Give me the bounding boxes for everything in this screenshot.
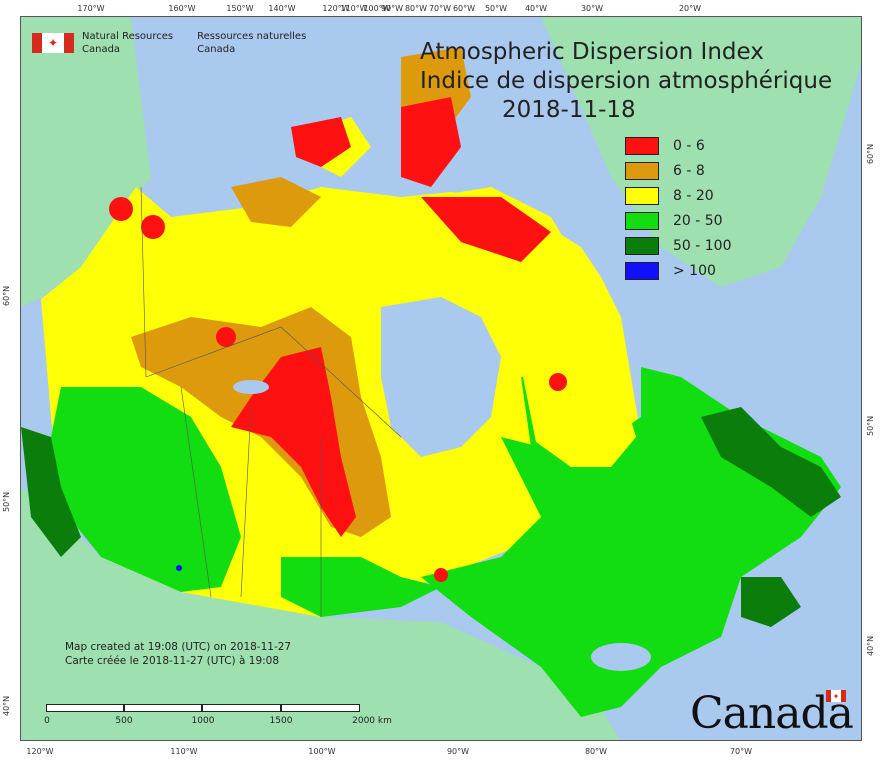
legend-swatch xyxy=(625,211,659,230)
tick-right: 40°N xyxy=(866,635,875,656)
map-title: Atmospheric Dispersion Index Indice de d… xyxy=(420,38,832,125)
legend: 0 - 6 6 - 8 8 - 20 20 - 50 50 - 100 > 10… xyxy=(625,135,732,285)
tick-top: 70°W xyxy=(428,4,452,13)
title-date: 2018-11-18 xyxy=(502,97,636,123)
tick-top: 110°W xyxy=(340,4,368,13)
title-fr: Indice de dispersion atmosphérique xyxy=(420,68,833,94)
org-en-line1: Natural Resources xyxy=(82,31,174,42)
scale-label: 1500 xyxy=(269,716,293,726)
tick-top: 30°W xyxy=(580,4,604,13)
legend-swatch xyxy=(625,136,659,155)
zone-50-100-maritimes xyxy=(741,577,801,627)
tick-bottom: 70°W xyxy=(729,747,753,756)
tick-top: 40°W xyxy=(524,4,548,13)
legend-label: 20 - 50 xyxy=(673,212,723,229)
legend-label: 8 - 20 xyxy=(673,187,714,204)
map-canvas[interactable] xyxy=(20,16,862,741)
tick-top: 20°W xyxy=(678,4,702,13)
great-lakes xyxy=(591,643,651,671)
tick-bottom: 90°W xyxy=(446,747,470,756)
tick-left: 50°N xyxy=(2,491,11,512)
title-en: Atmospheric Dispersion Index xyxy=(420,39,764,65)
greenland-land xyxy=(541,17,861,287)
hudson-bay xyxy=(381,297,501,457)
zone-0-6-spot xyxy=(434,568,448,582)
great-slave-lake xyxy=(233,380,269,394)
legend-swatch xyxy=(625,261,659,280)
wordmark-flag-icon: ✦ xyxy=(826,690,846,702)
legend-label: 0 - 6 xyxy=(673,137,705,154)
tick-left: 40°N xyxy=(2,695,11,716)
legend-item: 8 - 20 xyxy=(625,185,732,206)
zone-0-6-baffin xyxy=(401,97,461,187)
org-name-fr: Ressources naturelles Canada xyxy=(197,30,306,56)
tick-top: 50°W xyxy=(484,4,508,13)
org-name-en: Natural Resources Canada xyxy=(82,30,173,56)
tick-top: 100°W xyxy=(363,4,391,13)
zone-50-100-newfoundland xyxy=(701,407,841,517)
zone-20-50-west xyxy=(51,387,241,592)
zone-0-6-arctic xyxy=(291,117,351,167)
tick-top: 120°W xyxy=(322,4,350,13)
tick-top: 140°W xyxy=(268,4,296,13)
scale-label: 1000 xyxy=(191,716,215,726)
legend-item: 0 - 6 xyxy=(625,135,732,156)
tick-right: 60°N xyxy=(866,143,875,164)
legend-swatch xyxy=(625,236,659,255)
canada-flag-icon: ✦ xyxy=(32,33,74,53)
legend-swatch xyxy=(625,161,659,180)
tick-bottom: 80°W xyxy=(584,747,608,756)
tick-top: 160°W xyxy=(168,4,196,13)
scale-label: 2000 km xyxy=(352,716,392,726)
legend-item: 50 - 100 xyxy=(625,235,732,256)
scale-segment xyxy=(124,704,202,712)
scale-label: 500 xyxy=(115,716,133,726)
legend-label: 6 - 8 xyxy=(673,162,705,179)
zone-6-8-north xyxy=(231,177,321,227)
scale-bar xyxy=(46,704,360,716)
tick-top: 150°W xyxy=(226,4,254,13)
created-fr: Carte créée le 2018-11-27 (UTC) à 19:08 xyxy=(65,655,280,667)
usa-land xyxy=(21,487,620,740)
zone-0-6-spot xyxy=(549,373,567,391)
tick-top: 60°W xyxy=(452,4,476,13)
nrcan-signature: ✦ Natural Resources Canada Ressources na… xyxy=(32,30,306,56)
legend-item: > 100 xyxy=(625,260,732,281)
tick-top: 80°W xyxy=(404,4,428,13)
tick-bottom: 100°W xyxy=(308,747,336,756)
tick-left: 60°N xyxy=(2,285,11,306)
tick-top: 90°W xyxy=(380,4,404,13)
creation-note: Map created at 19:08 (UTC) on 2018-11-27… xyxy=(65,640,291,668)
scale-label: 0 xyxy=(44,716,50,726)
tick-bottom: 110°W xyxy=(170,747,198,756)
provincial-borders xyxy=(140,186,402,617)
zone-0-6-spot xyxy=(141,215,165,239)
legend-item: 20 - 50 xyxy=(625,210,732,231)
scale-segment xyxy=(46,704,124,712)
zone-over-100-spot xyxy=(176,565,182,571)
map-svg xyxy=(21,17,861,740)
tick-top: 170°W xyxy=(77,4,105,13)
zone-0-6-nunavik xyxy=(421,197,551,262)
tick-bottom: 120°W xyxy=(26,747,54,756)
alaska-land xyxy=(21,17,151,307)
created-en: Map created at 19:08 (UTC) on 2018-11-27 xyxy=(65,641,292,653)
org-fr-line2: Canada xyxy=(197,44,236,55)
legend-label: > 100 xyxy=(673,262,716,279)
scale-segment xyxy=(202,704,281,712)
zone-0-6-spot xyxy=(109,197,133,221)
org-en-line2: Canada xyxy=(82,44,121,55)
zone-50-100-bc-coast xyxy=(21,427,81,557)
scale-segment xyxy=(281,704,360,712)
legend-swatch xyxy=(625,186,659,205)
zone-0-6-hudson-west xyxy=(231,347,356,537)
tick-right: 50°N xyxy=(866,415,875,436)
zone-0-6-spot xyxy=(216,327,236,347)
org-fr-line1: Ressources naturelles xyxy=(197,31,307,42)
legend-item: 6 - 8 xyxy=(625,160,732,181)
legend-label: 50 - 100 xyxy=(673,237,732,254)
